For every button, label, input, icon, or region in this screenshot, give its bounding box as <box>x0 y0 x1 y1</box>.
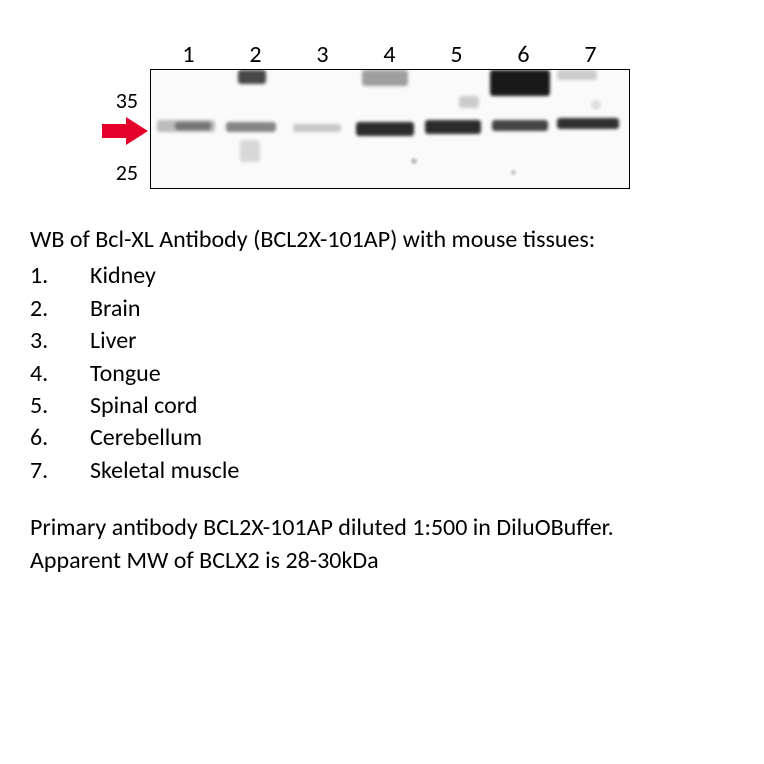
footer-line-2: Apparent MW of BCLX2 is 28-30kDa <box>30 545 734 577</box>
tissue-number: 7. <box>30 455 90 487</box>
blot-band <box>490 70 550 96</box>
blot-band <box>425 120 481 134</box>
tissue-row: 5.Spinal cord <box>30 390 734 422</box>
blot-band <box>238 70 266 84</box>
blot-band <box>226 122 276 132</box>
tissue-row: 1.Kidney <box>30 260 734 292</box>
tissue-name: Tongue <box>90 358 734 390</box>
mw-marker-label: 35 <box>116 87 138 114</box>
tissue-number: 6. <box>30 422 90 454</box>
tissue-list: 1.Kidney2.Brain3.Liver4.Tongue5.Spinal c… <box>30 260 734 487</box>
blot-band <box>356 122 414 136</box>
blot-band <box>362 70 408 86</box>
tissue-number: 5. <box>30 390 90 422</box>
western-blot-image <box>150 69 630 189</box>
tissue-name: Liver <box>90 325 734 357</box>
mw-marker-label: 25 <box>116 159 138 186</box>
lane-label: 6 <box>490 40 557 69</box>
blot-noise <box>411 158 417 164</box>
footer-line-1: Primary antibody BCL2X-101AP diluted 1:5… <box>30 512 734 544</box>
tissue-number: 4. <box>30 358 90 390</box>
blot-band <box>293 124 341 132</box>
tissue-name: Skeletal muscle <box>90 455 734 487</box>
blot-band <box>175 122 211 130</box>
blot-band <box>557 70 597 80</box>
tissue-row: 4.Tongue <box>30 358 734 390</box>
lane-label: 3 <box>289 40 356 69</box>
blot-noise <box>591 100 601 110</box>
blot-band <box>557 118 619 129</box>
band-indicator-arrow-icon <box>102 117 148 145</box>
blot-band <box>492 120 548 131</box>
lane-label: 4 <box>356 40 423 69</box>
caption-title: WB of Bcl-XL Antibody (BCL2X-101AP) with… <box>30 224 734 256</box>
blot-band <box>240 140 260 162</box>
tissue-name: Spinal cord <box>90 390 734 422</box>
lane-label: 2 <box>222 40 289 69</box>
tissue-name: Kidney <box>90 260 734 292</box>
blot-wrapper: 35 25 <box>100 69 734 189</box>
caption-block: WB of Bcl-XL Antibody (BCL2X-101AP) with… <box>30 224 734 577</box>
tissue-row: 3.Liver <box>30 325 734 357</box>
tissue-number: 2. <box>30 293 90 325</box>
figure-container: 1234567 3525 WB of Bcl-XL Antibody (BCL2… <box>30 40 734 577</box>
tissue-row: 6.Cerebellum <box>30 422 734 454</box>
tissue-row: 7.Skeletal muscle <box>30 455 734 487</box>
blot-noise <box>511 170 516 175</box>
blot-band <box>459 96 479 108</box>
lane-number-row: 1234567 <box>155 40 734 69</box>
tissue-name: Brain <box>90 293 734 325</box>
tissue-name: Cerebellum <box>90 422 734 454</box>
tissue-number: 1. <box>30 260 90 292</box>
blot-area: 1234567 3525 <box>100 40 734 189</box>
lane-label: 1 <box>155 40 222 69</box>
lane-label: 7 <box>557 40 624 69</box>
tissue-number: 3. <box>30 325 90 357</box>
tissue-row: 2.Brain <box>30 293 734 325</box>
lane-label: 5 <box>423 40 490 69</box>
footer-text: Primary antibody BCL2X-101AP diluted 1:5… <box>30 512 734 577</box>
